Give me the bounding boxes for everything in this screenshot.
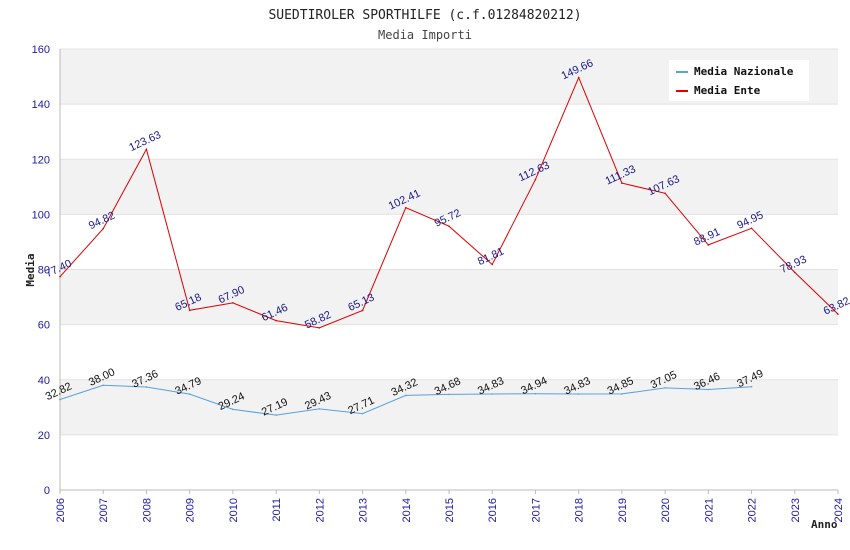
x-tick-2006: 2006 (55, 498, 67, 522)
y-tick-60: 60 (38, 320, 50, 332)
point-media-nazionale-2013 (361, 412, 364, 415)
point-media-ente-2020 (664, 192, 666, 195)
x-tick-2010: 2010 (228, 498, 240, 522)
band-120 (60, 104, 838, 160)
x-axis-label: Anno (811, 518, 838, 531)
point-media-ente-2022 (750, 227, 753, 230)
x-tick-2016: 2016 (487, 498, 499, 522)
x-tick-2015: 2015 (444, 498, 456, 522)
point-media-nazionale-2021 (707, 388, 710, 391)
y-tick-100: 100 (32, 209, 50, 221)
x-tick-2021: 2021 (703, 498, 715, 522)
x-tick-2013: 2013 (358, 498, 370, 522)
point-media-ente-2011 (275, 319, 277, 322)
x-tick-2008: 2008 (141, 498, 153, 522)
point-media-nazionale-2022 (750, 385, 753, 388)
x-tick-2011: 2011 (271, 498, 283, 522)
point-media-ente-2008 (145, 148, 148, 151)
x-tick-2024: 2024 (833, 498, 845, 522)
point-media-nazionale-2016 (491, 393, 494, 395)
legend: Media Nazionale Media Ente (669, 60, 809, 101)
point-media-ente-2019 (621, 182, 623, 184)
point-media-nazionale-2019 (621, 393, 623, 395)
x-tick-2020: 2020 (660, 498, 672, 522)
x-tick-labels: 2006 2007 2008 2009 2010 2011 2012 2013 2014 2015… (55, 490, 845, 522)
point-media-ente-2006 (59, 275, 61, 278)
x-tick-2022: 2022 (747, 498, 759, 522)
point-media-nazionale-2009 (188, 393, 191, 395)
point-media-nazionale-2020 (664, 387, 666, 389)
point-media-nazionale-2018 (577, 393, 580, 395)
point-media-ente-2013 (361, 309, 364, 312)
x-tick-2014: 2014 (401, 498, 413, 522)
point-media-ente-2010 (232, 302, 234, 304)
point-media-ente-2021 (707, 244, 710, 246)
x-tick-2019: 2019 (617, 498, 629, 522)
point-media-ente-2017 (534, 178, 537, 181)
y-tick-80: 80 (38, 265, 50, 277)
y-tick-160: 160 (32, 44, 50, 56)
point-media-nazionale-2010 (232, 408, 234, 411)
point-media-nazionale-2008 (145, 386, 148, 388)
point-media-nazionale-2014 (404, 394, 407, 397)
series-lines (59, 76, 839, 416)
x-tick-2007: 2007 (98, 498, 110, 522)
point-media-nazionale-2007 (102, 384, 105, 387)
chart-subtitle: Media Importi (378, 28, 472, 42)
y-tick-20: 20 (38, 430, 50, 442)
legend-label-media-ente: Media Ente (694, 84, 761, 97)
band-100 (60, 159, 838, 215)
point-media-ente-2015 (448, 225, 450, 227)
point-media-ente-2023 (793, 271, 796, 274)
y-tick-40: 40 (38, 375, 50, 387)
x-tick-2012: 2012 (314, 498, 326, 522)
point-media-ente-2018 (577, 76, 580, 79)
y-axis-label: Media (24, 253, 37, 286)
band-40 (60, 324, 838, 380)
band-60 (60, 269, 838, 325)
point-media-ente-2007 (102, 227, 105, 230)
point-media-ente-2016 (491, 263, 494, 266)
point-media-ente-2012 (318, 327, 321, 329)
legend-box (669, 60, 809, 101)
band-0 (60, 434, 838, 490)
x-tick-2018: 2018 (574, 498, 586, 522)
point-media-ente-2014 (404, 206, 407, 209)
y-tick-0: 0 (44, 485, 50, 497)
y-tick-labels: 0 20 40 60 80 100 120 140 160 (32, 44, 50, 497)
point-media-nazionale-2006 (59, 398, 61, 401)
point-media-ente-2024 (837, 313, 839, 315)
point-media-nazionale-2015 (448, 393, 450, 396)
x-tick-2017: 2017 (530, 498, 542, 522)
point-media-nazionale-2011 (275, 414, 277, 416)
x-tick-2023: 2023 (790, 498, 802, 522)
point-media-nazionale-2012 (318, 408, 321, 410)
point-media-nazionale-2017 (534, 392, 537, 395)
point-media-ente-2009 (188, 309, 191, 312)
y-tick-140: 140 (32, 99, 50, 111)
x-tick-2009: 2009 (185, 498, 197, 522)
legend-label-media-nazionale: Media Nazionale (694, 65, 794, 78)
y-tick-120: 120 (32, 154, 50, 166)
band-80 (60, 214, 838, 270)
chart-title: SUEDTIROLER SPORTHILFE (c.f.01284820212) (268, 8, 581, 23)
